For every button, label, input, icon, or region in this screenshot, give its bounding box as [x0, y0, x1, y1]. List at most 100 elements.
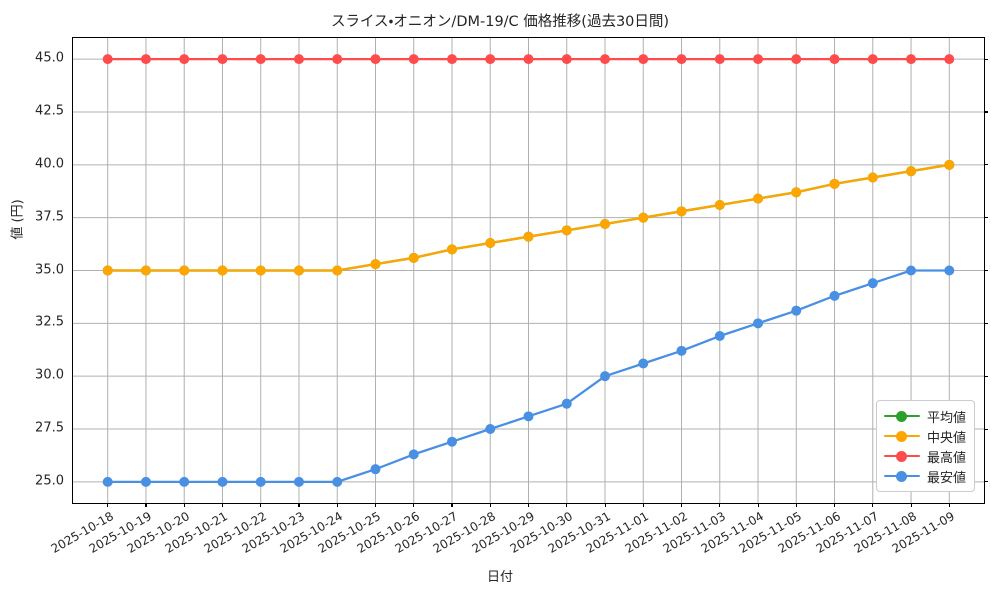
legend[interactable]: 平均値中央値最高値 最安値	[875, 400, 975, 492]
series-marker	[523, 54, 534, 65]
series-marker	[753, 318, 764, 329]
series-marker	[638, 212, 649, 223]
legend-swatch-icon	[883, 469, 920, 483]
legend-swatch-icon	[883, 429, 920, 443]
series-line	[106, 163, 951, 272]
series-marker	[140, 54, 151, 65]
series-marker	[600, 219, 611, 229]
x-tick-mark	[260, 503, 262, 507]
series-marker	[408, 449, 419, 460]
series-marker	[944, 265, 955, 276]
x-tick-mark	[374, 503, 377, 507]
y-tick-mark	[984, 111, 988, 113]
x-axis-label: 日付	[486, 570, 513, 585]
series-marker	[370, 54, 381, 65]
series-marker	[791, 54, 802, 65]
series-marker	[140, 265, 151, 276]
series-marker	[676, 345, 687, 356]
legend-item[interactable]: 最高値	[883, 446, 966, 466]
y-tick-label: 40.0	[35, 156, 64, 172]
series-marker	[293, 54, 304, 65]
series-marker	[102, 265, 113, 276]
y-tick-label: 37.5	[35, 209, 64, 225]
legend-dot-icon	[895, 431, 907, 442]
series-marker	[753, 193, 764, 204]
x-tick-mark	[948, 503, 950, 507]
x-tick-mark	[681, 503, 683, 507]
series-marker	[714, 54, 725, 65]
y-tick-mark	[984, 375, 988, 377]
series-marker	[714, 199, 725, 210]
series-marker	[217, 54, 228, 65]
legend-swatch-icon	[883, 449, 920, 463]
series-marker	[485, 54, 496, 65]
series-marker	[370, 259, 381, 270]
series-marker	[600, 371, 611, 382]
series-marker	[408, 252, 419, 263]
legend-label: 中央値	[926, 430, 966, 446]
series-marker	[829, 290, 840, 301]
series-marker	[944, 159, 955, 170]
series-marker	[217, 265, 228, 276]
series-marker	[332, 265, 343, 276]
series-marker	[676, 54, 687, 65]
x-tick-mark	[528, 503, 530, 507]
x-tick-mark	[298, 503, 300, 507]
series-marker	[944, 54, 955, 65]
series-marker	[791, 187, 802, 198]
chart-title: スライス・オニオン/DM-19/C 価格推移(過去30日間)	[330, 14, 670, 30]
y-tick-mark	[984, 481, 988, 483]
series-line	[106, 269, 951, 484]
series-marker	[561, 225, 572, 236]
legend-item[interactable]: 中央値	[883, 426, 966, 446]
series-marker	[179, 476, 190, 487]
series-marker	[293, 265, 304, 276]
x-tick-mark	[642, 503, 644, 507]
series-marker	[523, 411, 534, 422]
series-marker	[906, 265, 917, 276]
x-tick-mark	[336, 503, 338, 507]
legend-item[interactable]: 平均値	[883, 406, 966, 426]
y-tick-label: 30.0	[35, 367, 64, 383]
series-marker	[255, 265, 266, 276]
series-marker	[179, 265, 190, 276]
legend-item[interactable]: 最安値	[883, 466, 966, 486]
y-tick-label: 45.0	[35, 50, 64, 66]
series-marker	[638, 358, 649, 369]
y-tick-mark	[984, 164, 988, 166]
legend-label: 最高値	[926, 450, 966, 466]
series-marker	[714, 331, 725, 342]
data-series-layer	[102, 54, 955, 487]
legend-dot-icon	[895, 471, 907, 482]
series-marker	[370, 464, 381, 475]
series-marker	[600, 54, 611, 65]
series-marker	[867, 278, 878, 289]
series-marker	[676, 206, 687, 217]
series-marker	[293, 476, 304, 487]
series-marker	[485, 238, 496, 249]
series-marker	[867, 54, 878, 65]
y-tick-mark	[984, 58, 988, 60]
x-tick-mark	[834, 503, 836, 507]
legend-label: 平均値	[926, 410, 966, 426]
series-marker	[753, 54, 764, 65]
x-tick-mark	[107, 503, 109, 507]
series-marker	[906, 54, 917, 65]
legend-dot-icon	[895, 411, 907, 422]
x-tick-mark	[451, 503, 453, 507]
x-tick-mark	[489, 503, 491, 507]
series-marker	[791, 305, 802, 316]
y-tick-mark	[984, 428, 988, 430]
x-tick-mark	[719, 503, 721, 507]
y-tick-label: 25.0	[35, 473, 64, 489]
x-tick-mark	[145, 503, 147, 507]
series-marker	[561, 398, 572, 409]
y-tick-label: 27.5	[35, 420, 64, 436]
series-marker	[255, 54, 266, 65]
plot-area: 平均値中央値最高値 最安値	[72, 37, 988, 507]
series-marker	[446, 54, 457, 65]
x-tick-mark	[221, 503, 224, 507]
series-marker	[446, 436, 457, 447]
series-marker	[638, 54, 649, 65]
